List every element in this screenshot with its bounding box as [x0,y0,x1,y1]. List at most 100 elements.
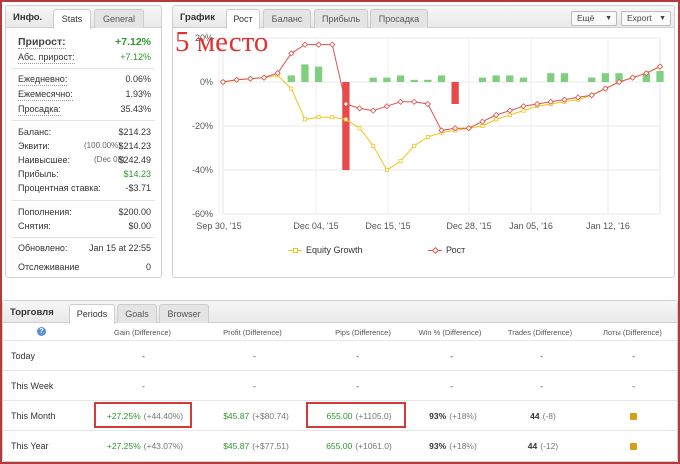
profit-bar [410,79,418,82]
divider [12,68,155,69]
highest-label: Наивысшее: [18,155,71,165]
y-tick-label: 20% [195,33,213,43]
growth-point [370,107,377,114]
trades-cell-diff: (-8) [542,411,556,421]
profit-bar [287,75,295,82]
profit-bar [396,75,405,82]
growth-point [397,98,404,105]
growth-point [533,100,541,108]
growth-point [602,85,609,92]
header-pips: Pips (Difference) [335,328,391,337]
growth-point [656,63,664,70]
profit-bar [492,75,500,82]
growth-point [520,103,527,110]
tab-general[interactable]: General [94,9,144,28]
profit-value: $14.23 [123,169,151,179]
win-cell-value: - [450,351,453,361]
tab-periods[interactable]: Periods [69,304,115,324]
pips-cell: - [309,341,409,371]
export-dropdown[interactable]: Export ▼ [621,11,671,26]
lock-icon[interactable] [630,443,637,451]
growth-point [247,75,254,82]
lots-cell-value: - [632,351,635,361]
equity-label: Эквити: [18,141,50,151]
equity-growth-point [330,115,335,120]
legend-equity-label: Equity Growth [306,245,363,255]
header-profit: Profit (Difference) [223,328,282,337]
tab-growth[interactable]: Рост [226,9,260,29]
y-tick-label: 0% [200,77,213,87]
gain-cell-value: - [142,381,145,391]
tracking-label: Отслеживание [18,262,80,272]
more-dropdown[interactable]: Ещё ▼ [571,11,617,26]
header-lots: Лоты (Difference) [603,328,662,337]
trading-title: Торговля [10,307,54,318]
profit-bar [506,75,514,82]
equity-growth-point [384,167,389,172]
growth-point [424,100,431,108]
deposits-label: Пополнения: [18,207,72,217]
growth-chart: 20% 0% -20% -40% -60% Sep 30, '15 Dec 04, '15 D… [192,33,664,231]
profit-bar [451,82,459,104]
pips-cell: - [309,371,409,401]
tab-balance[interactable]: Баланс [263,9,311,28]
growth-point [629,74,636,81]
period-label: This Year [11,441,49,451]
equity-growth-point [357,126,362,131]
highlight-pips [306,402,406,428]
deposits-value: $200.00 [118,207,151,217]
pips-cell-value: 655.00 [326,411,353,421]
tab-drawdown[interactable]: Просадка [370,9,428,28]
y-tick-label: -40% [192,165,213,175]
win-cell-value: 93% [429,411,447,421]
gain-cell-diff: (+44.40%) [143,411,184,421]
x-tick-label: Dec 15, '15 [365,221,410,231]
growth-point [506,107,513,114]
lots-cell [591,401,676,431]
trades-cell: 44 (-12) [498,431,588,461]
profit-bar [314,66,323,82]
tab-profit[interactable]: Прибыль [314,9,368,28]
gain-cell: +27.25% (+44.40%) [95,401,195,431]
daily-label: Ежедневно: [18,74,68,86]
profit-bar [342,82,350,170]
profit-cell-diff: (+$80.74) [252,411,289,421]
monthly-value: 1.93% [125,89,151,99]
tab-browser[interactable]: Browser [159,304,209,323]
growth-point [301,41,309,48]
equity-value: $214.23 [118,141,151,151]
trades-cell-value: 44 [530,411,540,421]
balance-value: $214.23 [118,127,151,137]
profit-bar [656,71,664,82]
legend-equity-marker [293,248,298,253]
lock-icon[interactable] [630,413,637,421]
gain-cell-value: - [142,351,145,361]
x-tick-label: Sep 30, '15 [196,221,241,231]
chart-legend: Equity Growth Рост [288,244,588,258]
chevron-down-icon: ▼ [659,15,666,22]
trades-cell-diff: (-12) [540,441,559,451]
table-row: This Month +27.25% (+44.40%) $45.87 (+$80.74… [3,400,677,430]
header-win: Win % (Difference) [418,328,482,337]
profit-cell-diff: (+$77.51) [252,441,289,451]
profit-bar [437,75,446,82]
equity-pct: (100.00%) [84,141,121,150]
x-tick-label: Jan 12, '16 [586,221,630,231]
table-row: Today - - - - - - [3,340,677,370]
equity-growth-point [494,117,499,122]
equity-growth-point [480,124,485,129]
profit-label: Прибыль: [18,169,59,179]
trades-cell: - [498,341,588,371]
lots-cell-value: - [632,381,635,391]
info-header: Инфо. Stats General [6,6,161,29]
trades-cell: - [498,371,588,401]
trades-cell: 44 (-8) [498,401,588,431]
help-icon[interactable]: ? [37,327,46,336]
export-label: Export [627,13,652,23]
profit-bar [642,73,650,82]
tab-stats[interactable]: Stats [53,9,91,29]
tab-goals[interactable]: Goals [117,304,157,323]
profit-bar [301,64,309,82]
y-tick-label: -60% [192,209,213,219]
